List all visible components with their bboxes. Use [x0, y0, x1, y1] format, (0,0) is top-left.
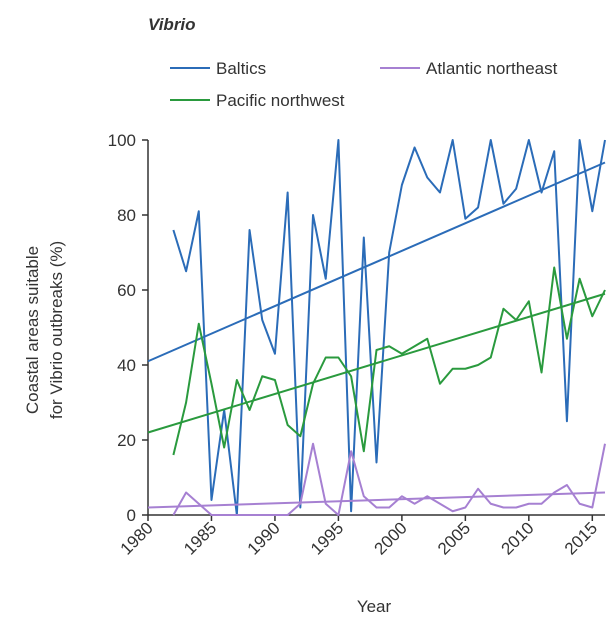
- series-line: [172, 442, 606, 516]
- trend-line: [147, 292, 606, 434]
- y-tick-label: 60: [117, 281, 136, 300]
- y-tick-label: 100: [108, 131, 136, 150]
- y-tick-label: 40: [117, 356, 136, 375]
- x-tick-label: 2005: [434, 518, 474, 558]
- x-tick-label: 1980: [117, 518, 157, 558]
- x-tick-label: 2000: [371, 518, 411, 558]
- y-axis-label: Coastal areas suitable: [23, 246, 42, 414]
- y-tick-label: 80: [117, 206, 136, 225]
- x-tick-label: 2015: [561, 518, 601, 558]
- trend-line: [147, 161, 606, 363]
- series-line: [172, 139, 606, 516]
- legend-label: Pacific northwest: [216, 91, 345, 110]
- y-axis-label: for Vibrio outbreaks (%): [47, 241, 66, 419]
- trend-line: [147, 491, 606, 509]
- x-tick-label: 1995: [307, 518, 347, 558]
- x-tick-label: 1990: [244, 518, 284, 558]
- x-axis-label: Year: [357, 597, 392, 616]
- series-line: [172, 266, 606, 456]
- y-tick-label: 20: [117, 431, 136, 450]
- x-tick-label: 1985: [180, 518, 220, 558]
- x-tick-label: 2010: [497, 518, 537, 558]
- legend-label: Baltics: [216, 59, 266, 78]
- chart-title: Vibrio: [148, 15, 196, 34]
- legend-label: Atlantic northeast: [426, 59, 558, 78]
- y-tick-label: 0: [127, 506, 136, 525]
